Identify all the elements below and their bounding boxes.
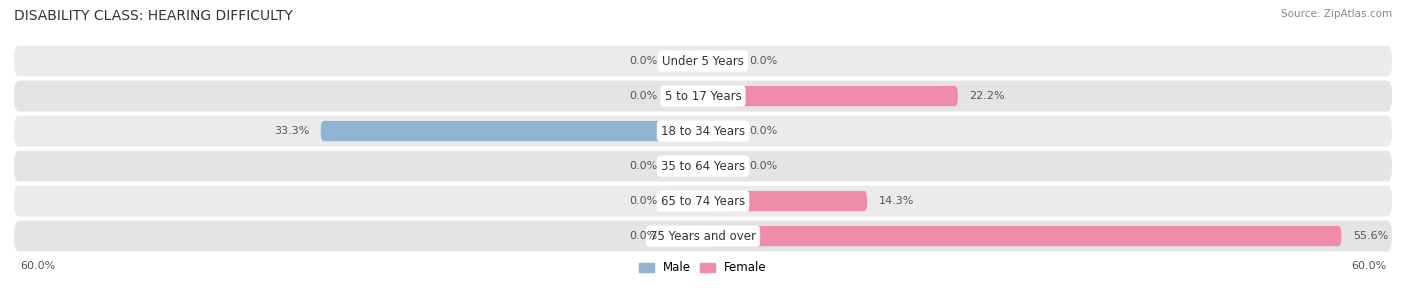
FancyBboxPatch shape (669, 226, 703, 246)
Text: 0.0%: 0.0% (628, 231, 657, 241)
Text: 0.0%: 0.0% (749, 126, 778, 136)
FancyBboxPatch shape (14, 151, 1392, 181)
FancyBboxPatch shape (14, 81, 1392, 112)
Text: 22.2%: 22.2% (969, 91, 1005, 101)
FancyBboxPatch shape (14, 221, 1392, 251)
Text: 0.0%: 0.0% (628, 196, 657, 206)
Legend: Male, Female: Male, Female (640, 261, 766, 274)
Text: 14.3%: 14.3% (879, 196, 914, 206)
Text: 65 to 74 Years: 65 to 74 Years (661, 195, 745, 208)
FancyBboxPatch shape (703, 191, 868, 211)
Text: 18 to 34 Years: 18 to 34 Years (661, 124, 745, 138)
Text: 0.0%: 0.0% (628, 91, 657, 101)
Text: 0.0%: 0.0% (749, 56, 778, 66)
FancyBboxPatch shape (703, 86, 957, 106)
FancyBboxPatch shape (14, 186, 1392, 217)
Text: 0.0%: 0.0% (628, 161, 657, 171)
FancyBboxPatch shape (669, 191, 703, 211)
Text: 60.0%: 60.0% (20, 261, 55, 271)
FancyBboxPatch shape (14, 116, 1392, 146)
Text: 0.0%: 0.0% (628, 56, 657, 66)
Text: 35 to 64 Years: 35 to 64 Years (661, 160, 745, 173)
FancyBboxPatch shape (703, 156, 738, 176)
Text: 0.0%: 0.0% (749, 161, 778, 171)
FancyBboxPatch shape (14, 46, 1392, 77)
Text: 60.0%: 60.0% (1351, 261, 1386, 271)
Text: Source: ZipAtlas.com: Source: ZipAtlas.com (1281, 9, 1392, 19)
Text: 75 Years and over: 75 Years and over (650, 230, 756, 242)
Text: 5 to 17 Years: 5 to 17 Years (665, 90, 741, 102)
FancyBboxPatch shape (669, 156, 703, 176)
Text: 33.3%: 33.3% (274, 126, 309, 136)
Text: 55.6%: 55.6% (1353, 231, 1388, 241)
FancyBboxPatch shape (669, 86, 703, 106)
FancyBboxPatch shape (321, 121, 703, 141)
FancyBboxPatch shape (703, 226, 1341, 246)
FancyBboxPatch shape (703, 51, 738, 71)
Text: DISABILITY CLASS: HEARING DIFFICULTY: DISABILITY CLASS: HEARING DIFFICULTY (14, 9, 292, 23)
Text: Under 5 Years: Under 5 Years (662, 55, 744, 68)
FancyBboxPatch shape (669, 51, 703, 71)
FancyBboxPatch shape (703, 121, 738, 141)
